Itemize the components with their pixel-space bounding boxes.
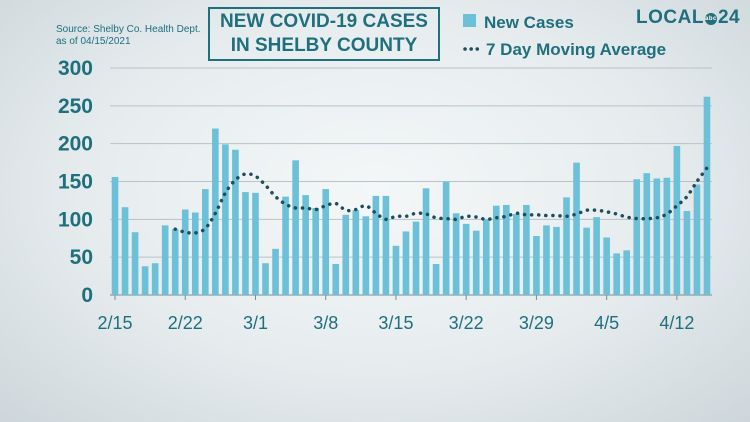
legend-label-new-cases: New Cases	[484, 13, 574, 32]
bar	[161, 225, 169, 295]
bar	[533, 235, 540, 295]
bar	[191, 212, 199, 295]
bar	[683, 211, 691, 295]
bar	[643, 173, 651, 295]
bar	[603, 237, 610, 295]
x-tick-label: 4/12	[659, 313, 694, 333]
bar	[432, 263, 440, 295]
bar	[131, 232, 139, 295]
bar	[442, 181, 450, 295]
y-tick-label: 0	[81, 284, 93, 307]
bar	[553, 226, 560, 295]
y-tick-label: 50	[70, 246, 93, 269]
chart-title: NEW COVID-19 CASES IN SHELBY COUNTY	[208, 7, 440, 61]
y-tick-label: 250	[58, 95, 93, 118]
bar	[563, 197, 570, 295]
bar	[653, 178, 661, 295]
logo-text-number: 24	[717, 7, 741, 28]
bar	[332, 263, 340, 295]
moving-average-line	[173, 166, 709, 235]
bar	[312, 207, 319, 295]
station-logo: LOCALabc24	[636, 7, 740, 29]
bar	[181, 209, 189, 295]
bar	[573, 162, 580, 295]
bar	[322, 189, 330, 295]
bar	[513, 214, 520, 295]
bar	[402, 231, 410, 295]
bar	[523, 204, 530, 295]
bar	[202, 189, 209, 295]
bar	[613, 253, 620, 295]
logo-text-local: LOCAL	[636, 7, 704, 28]
y-axis-ticks: 0 50 100 150 200 250 300	[58, 57, 93, 307]
bar	[121, 207, 129, 295]
y-tick-label: 150	[58, 171, 93, 194]
x-axis-ticks: 2/15 2/22 3/1 3/8 3/15 3/22 3/29 4/5 4/12	[97, 295, 694, 333]
bar	[262, 263, 269, 295]
moving-average-path	[173, 166, 709, 235]
bar	[252, 192, 259, 295]
bar	[222, 144, 229, 295]
bar	[292, 160, 299, 295]
legend-bar-swatch	[463, 14, 476, 27]
source-note: Source: Shelby Co. Health Dept. as of 04…	[56, 24, 201, 48]
bar	[633, 179, 641, 295]
bar	[663, 177, 671, 295]
x-tick-label: 3/1	[243, 313, 268, 333]
bar	[171, 229, 179, 295]
bar	[392, 245, 400, 295]
bar	[282, 196, 289, 295]
gridlines	[110, 67, 712, 296]
x-tick-label: 2/15	[97, 313, 132, 333]
bar	[342, 214, 350, 295]
y-tick-label: 300	[58, 57, 93, 80]
bar	[543, 225, 550, 295]
bar	[412, 221, 420, 295]
bar	[673, 145, 681, 295]
bar	[362, 216, 370, 295]
y-tick-label: 200	[58, 133, 93, 156]
bar	[242, 192, 249, 295]
x-tick-label: 3/8	[313, 313, 338, 333]
bar	[352, 210, 360, 295]
bar	[452, 213, 460, 295]
legend-label-moving-average: 7 Day Moving Average	[486, 40, 666, 59]
bar	[272, 248, 279, 295]
bar	[703, 96, 711, 296]
as-of-line: as of 04/15/2021	[56, 36, 131, 47]
bar	[302, 195, 309, 295]
bar	[111, 176, 119, 295]
bar	[372, 195, 380, 295]
bar	[382, 195, 390, 295]
bar	[693, 184, 701, 295]
bar	[422, 188, 430, 295]
bar	[472, 230, 480, 295]
bar	[583, 227, 590, 295]
x-tick-label: 3/22	[449, 313, 484, 333]
bar	[503, 204, 510, 295]
title-line-2: IN SHELBY COUNTY	[230, 35, 418, 56]
x-tick-label: 3/29	[519, 313, 554, 333]
bar	[141, 266, 149, 295]
bar	[593, 217, 600, 295]
bar	[151, 263, 159, 295]
bar	[232, 149, 239, 295]
bar	[623, 250, 631, 295]
legend: New Cases 7 Day Moving Average	[463, 13, 666, 59]
bars	[111, 96, 711, 296]
y-tick-label: 100	[58, 208, 93, 231]
bar	[482, 219, 490, 295]
source-line: Source: Shelby Co. Health Dept.	[56, 24, 201, 35]
x-tick-label: 2/22	[168, 313, 203, 333]
bar	[492, 205, 500, 295]
bar	[462, 223, 470, 295]
x-tick-label: 4/5	[594, 313, 619, 333]
x-tick-label: 3/15	[378, 313, 413, 333]
title-line-1: NEW COVID-19 CASES	[220, 11, 428, 32]
logo-badge-icon: abc	[704, 13, 717, 25]
